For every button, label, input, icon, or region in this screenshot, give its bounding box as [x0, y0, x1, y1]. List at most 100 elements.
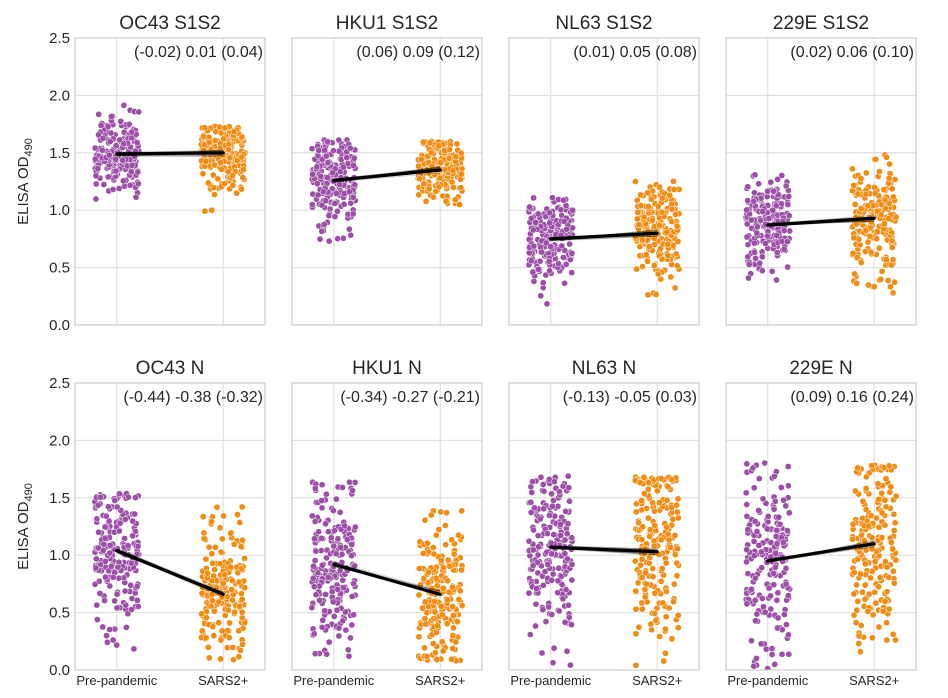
point-sars — [441, 166, 449, 173]
panel-title: HKU1 N — [352, 358, 422, 379]
point-pre — [768, 651, 776, 658]
point-sars — [648, 626, 655, 634]
point-pre — [344, 646, 352, 654]
point-pre — [559, 595, 567, 603]
point-sars — [657, 475, 665, 482]
point-pre — [106, 626, 114, 633]
point-sars — [656, 222, 663, 229]
point-sars — [673, 559, 681, 567]
point-pre — [112, 155, 120, 163]
point-sars — [636, 479, 644, 486]
point-pre — [93, 601, 101, 609]
point-pre — [759, 208, 767, 215]
point-pre — [761, 609, 769, 616]
point-sars — [857, 622, 865, 629]
point-sars — [649, 499, 657, 507]
point-pre — [764, 187, 771, 195]
point-sars — [215, 598, 223, 606]
point-sars — [224, 606, 232, 614]
point-pre — [542, 618, 550, 625]
point-pre — [322, 197, 330, 205]
fit-line — [766, 542, 876, 563]
point-sars — [199, 170, 207, 178]
point-sars — [440, 564, 447, 571]
point-pre — [337, 544, 344, 551]
point-pre — [772, 550, 780, 557]
point-pre — [92, 180, 100, 188]
point-sars — [415, 633, 423, 641]
fit-line — [549, 231, 659, 241]
point-pre — [325, 212, 333, 220]
point-pre — [565, 601, 572, 609]
point-pre — [770, 581, 778, 589]
point-sars — [673, 572, 681, 580]
point-sars — [640, 473, 648, 481]
point-sars — [234, 511, 241, 518]
point-pre — [129, 517, 137, 525]
point-pre — [784, 201, 792, 208]
x-tick-label: Pre-pandemic — [510, 673, 591, 688]
point-sars — [665, 604, 673, 612]
point-pre — [784, 463, 792, 470]
point-sars — [225, 146, 232, 154]
point-sars — [857, 259, 865, 266]
panel-frame — [74, 382, 266, 671]
point-sars — [236, 519, 244, 526]
point-sars — [430, 598, 438, 605]
point-pre — [341, 522, 349, 530]
point-pre — [543, 530, 551, 537]
point-pre — [92, 172, 100, 180]
point-pre — [134, 597, 141, 604]
point-sars — [655, 499, 663, 506]
point-pre — [529, 478, 536, 485]
point-sars — [862, 190, 870, 198]
point-pre — [755, 542, 763, 549]
point-pre — [115, 574, 123, 582]
point-pre — [335, 632, 343, 640]
point-pre — [774, 176, 781, 183]
point-sars — [878, 509, 886, 517]
y-axis-label-main: ELISA OD — [15, 156, 32, 225]
point-pre — [743, 558, 750, 566]
point-sars — [671, 551, 679, 558]
point-sars — [221, 571, 229, 579]
point-sars — [454, 618, 461, 626]
point-sars — [647, 195, 655, 203]
point-sars — [429, 640, 437, 647]
point-sars — [674, 612, 682, 619]
point-pre — [329, 169, 336, 177]
point-pre — [768, 645, 776, 652]
point-sars — [241, 584, 249, 592]
point-pre — [312, 547, 320, 555]
panel-nl63-n: NL63 N (-0.13) -0.05 (0.03) Pre-pandemic SA… — [508, 358, 700, 688]
point-sars — [433, 656, 441, 663]
point-pre — [340, 234, 347, 242]
point-sars — [852, 487, 859, 495]
point-sars — [853, 254, 861, 261]
point-sars — [672, 211, 679, 218]
point-sars — [211, 137, 219, 145]
point-pre — [744, 526, 752, 533]
point-pre — [529, 546, 537, 554]
point-pre — [543, 300, 551, 308]
point-sars — [864, 202, 872, 210]
point-pre — [93, 616, 101, 623]
point-pre — [546, 267, 553, 275]
panel-annotation: (0.01) 0.05 (0.08) — [573, 44, 697, 61]
point-sars — [658, 255, 666, 263]
point-sars — [416, 175, 423, 183]
point-pre — [330, 507, 337, 514]
point-pre — [751, 248, 758, 256]
point-pre — [547, 243, 554, 251]
y-tick-label: 2.5 — [49, 30, 70, 47]
point-pre — [97, 493, 104, 501]
point-pre — [750, 198, 758, 205]
panel-frame — [291, 37, 483, 326]
point-pre — [132, 193, 140, 201]
point-pre — [322, 520, 329, 528]
point-sars — [849, 535, 856, 543]
x-tick-label: Pre-pandemic — [76, 673, 157, 688]
point-pre — [351, 479, 359, 486]
point-pre — [778, 172, 786, 179]
point-pre — [339, 617, 347, 625]
